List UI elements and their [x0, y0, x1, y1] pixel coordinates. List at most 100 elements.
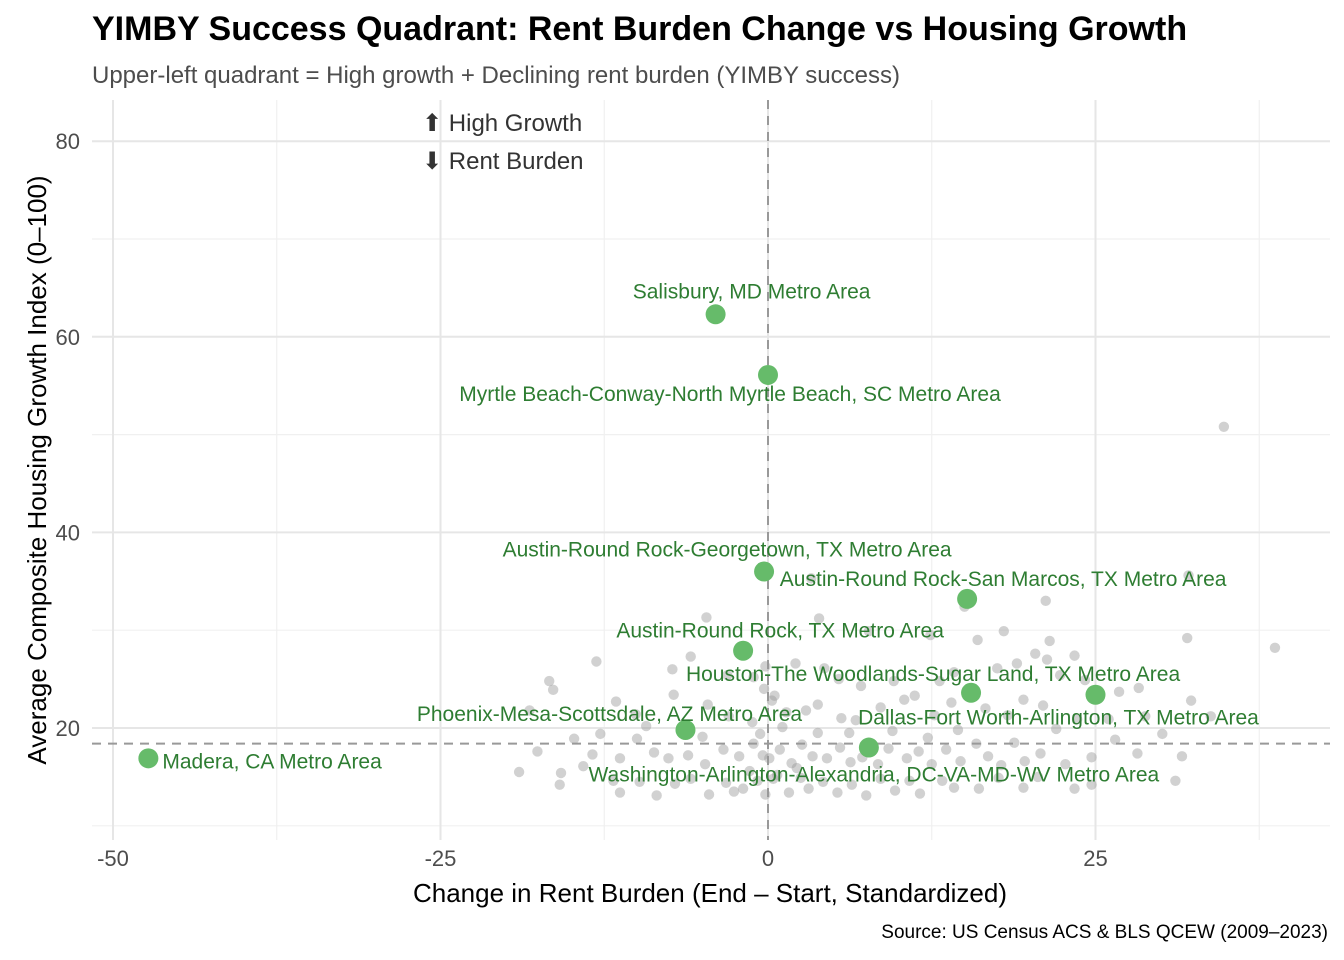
background-point — [946, 697, 957, 708]
point-label: Austin-Round Rock-San Marcos, TX Metro A… — [780, 568, 1227, 591]
background-point — [846, 779, 858, 790]
background-point — [1269, 642, 1281, 654]
highlighted-point — [733, 640, 754, 661]
background-point — [817, 776, 829, 787]
background-point — [748, 671, 759, 683]
background-point — [1060, 758, 1071, 770]
background-point — [769, 690, 780, 701]
background-point — [806, 573, 817, 584]
background-point — [786, 758, 797, 769]
background-point — [1069, 650, 1080, 661]
y-tick-label: 40 — [56, 520, 80, 545]
background-point — [855, 680, 867, 692]
background-point — [774, 744, 785, 755]
background-point — [781, 707, 792, 718]
axis-ticks: -50 -25 0 25 20 40 60 80 — [56, 129, 1108, 871]
y-tick-label: 20 — [56, 716, 80, 741]
highlighted-point — [138, 748, 159, 769]
background-point — [926, 758, 937, 770]
background-point — [768, 773, 779, 785]
background-point — [764, 753, 775, 764]
point-label: Myrtle Beach-Conway-North Myrtle Beach, … — [459, 383, 1001, 406]
point-label: Austin-Round Rock-Georgetown, TX Metro A… — [503, 539, 952, 562]
point-label: Phoenix-Mesa-Scottsdale, AZ Metro Area — [417, 703, 802, 726]
background-point — [737, 783, 749, 794]
chart-subtitle: Upper-left quadrant = High growth + Decl… — [92, 62, 900, 89]
background-point — [733, 751, 745, 762]
point-label: Salisbury, MD Metro Area — [633, 280, 871, 303]
background-point — [812, 727, 823, 739]
background-point — [1069, 783, 1080, 794]
background-point — [952, 724, 964, 736]
background-point — [1040, 595, 1051, 607]
background-point — [752, 775, 763, 787]
background-point — [766, 695, 778, 706]
background-point — [803, 783, 814, 794]
background-point — [790, 658, 801, 669]
background-point — [982, 751, 994, 762]
background-point — [1176, 751, 1188, 762]
background-point — [889, 785, 901, 796]
x-tick-label: -50 — [97, 846, 129, 871]
background-point — [1109, 734, 1121, 745]
grid-lines — [92, 100, 1330, 840]
background-point — [845, 757, 856, 768]
y-tick-label: 60 — [56, 325, 80, 350]
chart-title: YIMBY Success Quadrant: Rent Burden Chan… — [92, 10, 1188, 48]
background-point — [587, 749, 598, 760]
background-point — [532, 746, 543, 757]
background-point — [722, 669, 733, 681]
point-label: Washington-Arlington-Alexandria, DC-VA-M… — [589, 764, 1160, 787]
background-point — [701, 612, 712, 623]
background-point — [973, 783, 985, 794]
background-point — [1011, 658, 1023, 669]
background-point — [524, 705, 535, 716]
background-point — [1205, 711, 1216, 722]
background-point — [748, 738, 759, 749]
background-point — [634, 776, 645, 787]
x-tick-label: -25 — [425, 846, 457, 871]
background-point — [728, 786, 740, 797]
background-point — [685, 651, 696, 662]
annotation-rent-burden: ⬇ Rent Burden — [422, 148, 584, 175]
highlighted-point — [705, 304, 726, 325]
background-point — [663, 753, 674, 764]
background-point — [723, 711, 734, 722]
background-point — [1018, 782, 1029, 793]
background-point — [1157, 728, 1168, 740]
background-point — [934, 675, 945, 687]
chart-caption: Source: US Census ACS & BLS QCEW (2009–2… — [881, 922, 1328, 943]
background-point — [887, 725, 898, 737]
background-point — [648, 747, 660, 758]
y-axis-label: Average Composite Housing Growth Index (… — [22, 175, 52, 764]
background-point — [850, 714, 861, 726]
background-point — [1018, 694, 1029, 705]
background-point — [1037, 700, 1049, 711]
x-tick-label: 25 — [1083, 846, 1107, 871]
background-point — [669, 778, 681, 789]
background-point — [1086, 779, 1097, 790]
background-point — [1113, 686, 1125, 698]
background-point — [544, 675, 555, 687]
background-point — [807, 751, 818, 762]
background-point — [640, 720, 652, 732]
background-point — [1009, 737, 1020, 748]
highlighted-point — [675, 719, 696, 740]
background-point — [578, 760, 589, 772]
background-point — [812, 699, 823, 710]
background-point — [863, 625, 875, 637]
background-point — [955, 756, 966, 767]
background-point — [899, 694, 910, 705]
background-point — [554, 779, 565, 790]
background-point — [668, 689, 679, 700]
background-point — [922, 732, 934, 743]
background-point — [1185, 695, 1197, 706]
background-point — [513, 766, 525, 778]
background-point — [777, 721, 788, 733]
background-point — [1103, 713, 1114, 725]
background-point — [631, 733, 643, 744]
point-labels: Salisbury, MD Metro Area Myrtle Beach-Con… — [162, 280, 1259, 786]
background-point — [795, 772, 806, 784]
background-point — [992, 663, 1003, 674]
background-point — [980, 703, 991, 714]
